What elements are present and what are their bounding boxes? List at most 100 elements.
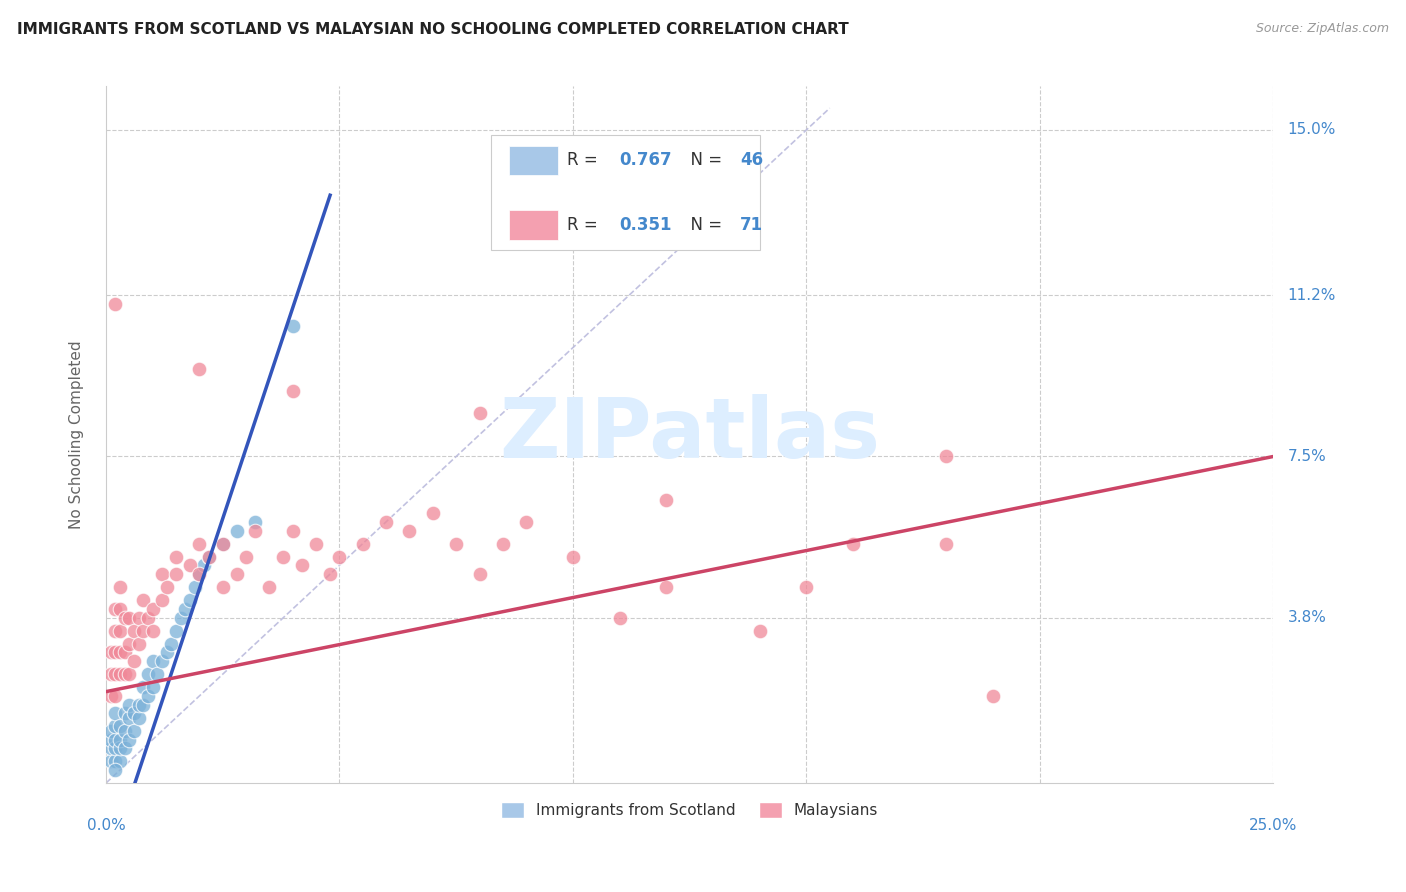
Point: [188, 567, 211, 582]
Point: [273, 549, 295, 564]
Point: [197, 549, 219, 564]
Point: [165, 624, 187, 638]
Text: 25.0%: 25.0%: [1249, 818, 1298, 833]
Point: [108, 732, 131, 747]
Point: [108, 602, 131, 616]
Point: [352, 536, 374, 550]
Text: 15.0%: 15.0%: [1288, 122, 1336, 137]
Point: [100, 754, 122, 768]
Point: [515, 515, 537, 529]
Point: [142, 654, 165, 668]
Point: [188, 362, 211, 376]
Point: [108, 667, 131, 681]
Point: [281, 318, 304, 333]
Point: [122, 624, 145, 638]
Point: [245, 515, 267, 529]
Text: R =: R =: [567, 216, 603, 234]
Point: [122, 723, 145, 738]
Point: [114, 667, 136, 681]
FancyBboxPatch shape: [509, 145, 558, 175]
FancyBboxPatch shape: [509, 211, 558, 240]
Point: [281, 384, 304, 399]
Point: [104, 297, 127, 311]
Point: [136, 610, 159, 624]
Point: [100, 741, 122, 756]
Point: [122, 654, 145, 668]
Point: [492, 536, 515, 550]
Point: [211, 536, 233, 550]
Text: 46: 46: [740, 152, 763, 169]
Point: [128, 698, 150, 712]
Point: [104, 667, 127, 681]
Point: [128, 610, 150, 624]
Point: [179, 558, 201, 573]
Point: [170, 610, 193, 624]
Point: [100, 689, 122, 703]
Point: [104, 741, 127, 756]
Point: [150, 567, 173, 582]
Point: [122, 706, 145, 721]
Point: [748, 624, 770, 638]
Point: [114, 610, 136, 624]
Point: [132, 698, 155, 712]
Point: [108, 580, 131, 594]
Text: 0.0%: 0.0%: [87, 818, 125, 833]
Point: [104, 719, 127, 733]
Point: [146, 667, 169, 681]
Text: No Schooling Completed: No Schooling Completed: [69, 341, 84, 529]
Point: [375, 515, 398, 529]
Text: N =: N =: [681, 152, 728, 169]
Point: [281, 524, 304, 538]
Point: [188, 536, 211, 550]
Point: [245, 524, 267, 538]
Point: [211, 580, 233, 594]
Point: [100, 723, 122, 738]
Point: [842, 536, 865, 550]
Point: [156, 645, 179, 659]
Text: N =: N =: [681, 216, 728, 234]
Text: 11.2%: 11.2%: [1288, 288, 1336, 303]
Point: [118, 732, 141, 747]
Point: [100, 732, 122, 747]
Point: [128, 637, 150, 651]
Point: [160, 637, 183, 651]
Point: [179, 593, 201, 607]
Legend: Immigrants from Scotland, Malaysians: Immigrants from Scotland, Malaysians: [495, 796, 884, 824]
Point: [561, 549, 583, 564]
Point: [935, 536, 957, 550]
Point: [136, 667, 159, 681]
Text: 7.5%: 7.5%: [1288, 449, 1326, 464]
Point: [796, 580, 818, 594]
Point: [188, 567, 211, 582]
Point: [118, 698, 141, 712]
Point: [114, 741, 136, 756]
Point: [108, 754, 131, 768]
Point: [150, 593, 173, 607]
Point: [142, 602, 165, 616]
Point: [132, 593, 155, 607]
Point: [104, 763, 127, 777]
Point: [104, 645, 127, 659]
Point: [136, 689, 159, 703]
Point: [104, 706, 127, 721]
Point: [108, 719, 131, 733]
Text: Source: ZipAtlas.com: Source: ZipAtlas.com: [1256, 22, 1389, 36]
Point: [235, 549, 257, 564]
Point: [114, 706, 136, 721]
Point: [142, 680, 165, 694]
Point: [165, 549, 187, 564]
Text: 3.8%: 3.8%: [1288, 610, 1326, 625]
Point: [422, 506, 444, 520]
Point: [165, 567, 187, 582]
Point: [398, 524, 420, 538]
Point: [100, 667, 122, 681]
Point: [118, 610, 141, 624]
Point: [118, 637, 141, 651]
Point: [468, 406, 491, 420]
Point: [118, 667, 141, 681]
Point: [609, 610, 631, 624]
Text: 0.351: 0.351: [620, 216, 672, 234]
Point: [981, 689, 1004, 703]
Point: [150, 654, 173, 668]
Point: [444, 536, 467, 550]
